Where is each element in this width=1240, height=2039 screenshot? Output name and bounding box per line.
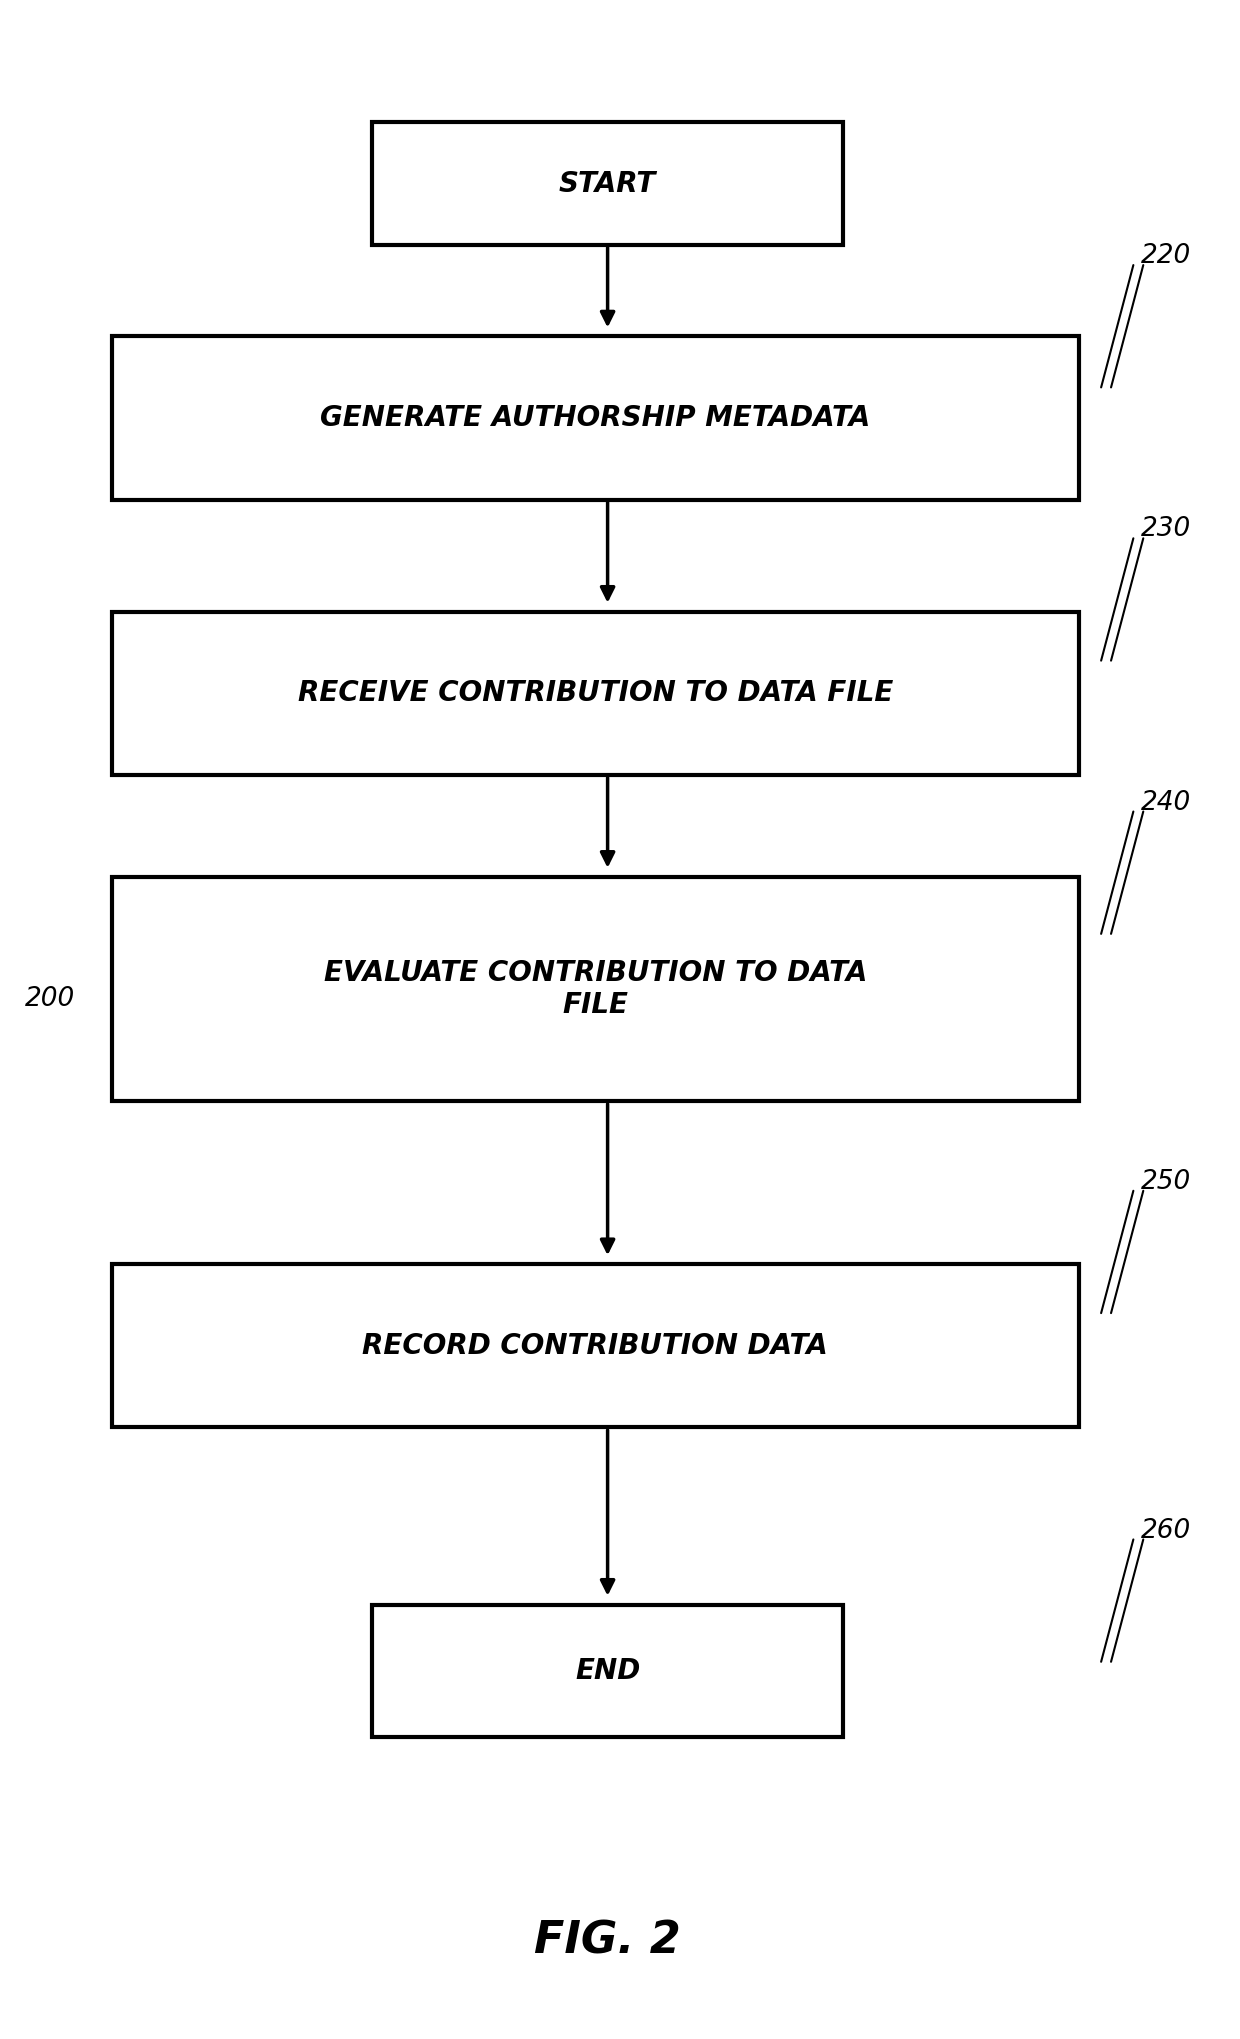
Text: EVALUATE CONTRIBUTION TO DATA
FILE: EVALUATE CONTRIBUTION TO DATA FILE (324, 958, 867, 1020)
Text: 220: 220 (1141, 243, 1192, 269)
FancyBboxPatch shape (372, 1605, 843, 1737)
Text: 240: 240 (1141, 789, 1192, 816)
Text: GENERATE AUTHORSHIP METADATA: GENERATE AUTHORSHIP METADATA (320, 404, 870, 432)
Text: START: START (559, 169, 656, 198)
Text: 250: 250 (1141, 1168, 1192, 1195)
FancyBboxPatch shape (112, 1264, 1079, 1427)
Text: RECORD CONTRIBUTION DATA: RECORD CONTRIBUTION DATA (362, 1331, 828, 1360)
FancyBboxPatch shape (372, 122, 843, 245)
FancyBboxPatch shape (112, 336, 1079, 500)
Text: 230: 230 (1141, 516, 1192, 542)
FancyBboxPatch shape (112, 612, 1079, 775)
Text: RECEIVE CONTRIBUTION TO DATA FILE: RECEIVE CONTRIBUTION TO DATA FILE (298, 679, 893, 708)
Text: END: END (575, 1658, 640, 1684)
Text: FIG. 2: FIG. 2 (534, 1919, 681, 1964)
FancyBboxPatch shape (112, 877, 1079, 1101)
Text: 260: 260 (1141, 1517, 1192, 1544)
Text: 200: 200 (25, 987, 74, 1011)
